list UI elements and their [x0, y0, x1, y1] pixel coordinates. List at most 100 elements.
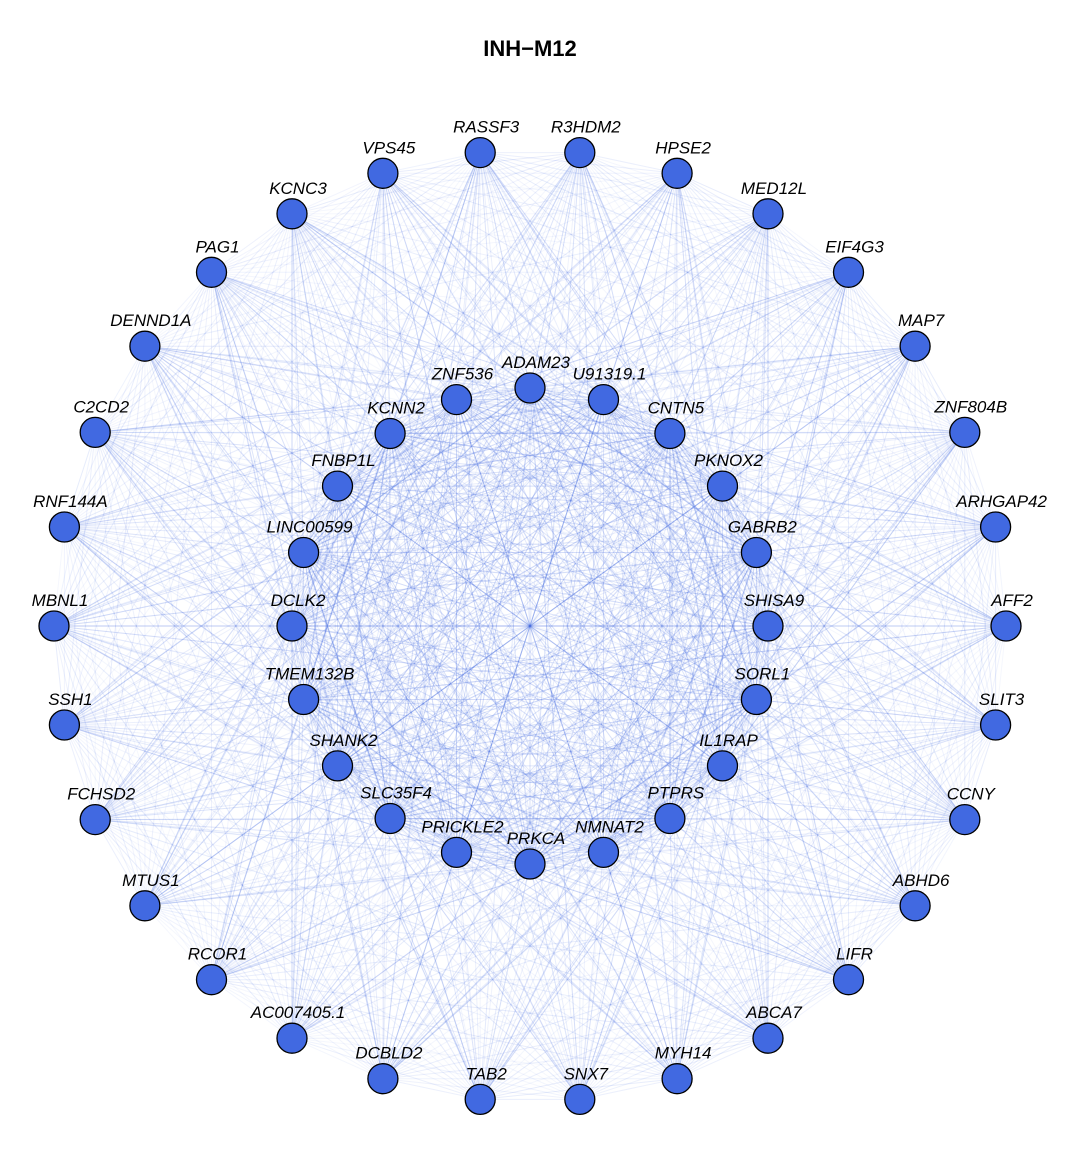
edge — [53, 346, 146, 627]
gene-node-circle — [276, 610, 308, 642]
edge — [382, 1037, 769, 1080]
edge — [676, 526, 997, 1079]
edge — [382, 852, 604, 1080]
edge — [579, 432, 966, 1100]
edge — [382, 173, 849, 980]
edge — [456, 852, 481, 1100]
edge — [767, 213, 849, 273]
gene-node-circle — [706, 470, 739, 502]
edge — [676, 699, 757, 1079]
edge — [389, 433, 849, 981]
edge — [669, 345, 916, 819]
edge — [64, 526, 757, 553]
edge — [337, 765, 604, 853]
edge — [848, 724, 997, 980]
edge — [767, 213, 997, 726]
edge — [144, 346, 212, 980]
gene-node-circle — [48, 709, 81, 741]
gene-label: AFF2 — [990, 591, 1033, 610]
edge — [291, 213, 769, 627]
edge — [53, 387, 531, 627]
edge — [94, 432, 146, 906]
edge — [64, 724, 391, 819]
edge — [767, 979, 849, 1039]
edge — [211, 431, 966, 981]
edge — [53, 271, 849, 627]
edge — [389, 552, 757, 819]
edge — [579, 152, 678, 1079]
edge — [456, 399, 604, 853]
edge — [211, 399, 604, 980]
edge — [64, 526, 457, 853]
edge — [456, 173, 678, 853]
edge — [676, 173, 849, 980]
edge — [456, 345, 916, 853]
edge — [848, 346, 916, 980]
gene-label: MAP7 — [898, 311, 945, 330]
edge — [94, 819, 581, 1100]
edge — [389, 433, 757, 700]
edge — [53, 625, 146, 906]
edge — [291, 213, 581, 1100]
edge — [603, 625, 769, 853]
edge — [456, 399, 1007, 627]
edge — [337, 724, 996, 767]
edge — [479, 152, 671, 434]
edge — [456, 152, 581, 400]
edge — [144, 345, 723, 767]
gene-node-circle — [706, 750, 739, 782]
edge — [389, 433, 678, 1079]
gene-node-circle — [48, 511, 81, 543]
edge — [337, 552, 757, 767]
edge — [669, 345, 916, 434]
edge — [291, 526, 996, 627]
edge — [337, 485, 723, 767]
edge — [382, 819, 966, 1080]
edge — [603, 173, 678, 400]
edge — [456, 818, 670, 853]
edge — [722, 765, 849, 980]
edge — [211, 271, 849, 981]
edge — [529, 863, 849, 981]
edge — [64, 172, 678, 528]
edge — [303, 486, 338, 700]
edge — [303, 625, 1007, 700]
edge — [964, 432, 997, 528]
edge — [479, 387, 531, 1100]
edge — [603, 432, 966, 853]
gene-node-circle — [440, 383, 473, 416]
edge — [456, 552, 757, 853]
gene-node: NMNAT2 — [575, 817, 644, 869]
edge — [529, 387, 671, 819]
edge — [94, 432, 293, 1039]
edge — [579, 152, 1007, 627]
edge — [579, 765, 723, 1100]
edge — [291, 387, 531, 627]
edge — [676, 213, 769, 1079]
edge — [144, 765, 338, 907]
gene-node: SNX7 — [564, 1064, 609, 1116]
gene-label: DCLK2 — [271, 591, 326, 610]
edge — [303, 552, 338, 766]
edge — [94, 432, 293, 627]
gene-node-circle — [979, 511, 1012, 543]
edge — [382, 724, 996, 1080]
edge — [64, 724, 481, 1100]
edge — [479, 152, 916, 347]
edge — [95, 399, 604, 433]
edge — [64, 625, 769, 726]
edge — [291, 213, 604, 853]
edge — [767, 432, 966, 1039]
edge — [389, 399, 457, 819]
edge — [579, 399, 604, 1100]
edge — [337, 173, 678, 767]
edge — [94, 699, 304, 821]
edge — [53, 625, 293, 1039]
edge — [603, 399, 916, 907]
edge — [390, 433, 723, 487]
edge — [479, 433, 671, 1100]
edge — [603, 552, 757, 853]
edge — [53, 625, 65, 726]
edge — [211, 272, 604, 853]
edge — [480, 152, 769, 215]
